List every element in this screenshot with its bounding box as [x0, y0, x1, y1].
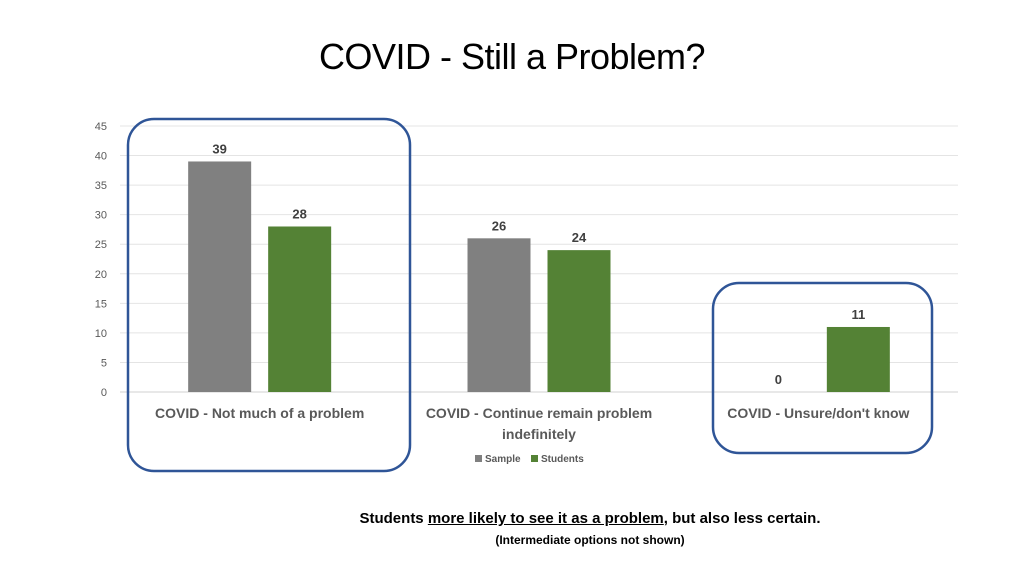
y-tick-label: 10 [95, 328, 107, 340]
y-tick-label: 15 [95, 298, 107, 310]
data-label: 11 [851, 307, 865, 322]
data-label: 28 [292, 206, 306, 221]
slide-subcaption: (Intermediate options not shown) [495, 533, 685, 547]
category-label: indefinitely [502, 426, 576, 442]
y-tick-label: 0 [101, 387, 107, 399]
slide-caption: Students more likely to see it as a prob… [0, 510, 1024, 527]
legend-label: Sample [485, 454, 521, 465]
caption-emphasis: more likely to see it as a problem [427, 510, 664, 527]
bar-students [547, 250, 611, 392]
data-label: 24 [572, 230, 587, 245]
legend-swatch [531, 455, 538, 462]
legend-swatch [475, 455, 482, 462]
y-tick-label: 45 [95, 121, 107, 133]
data-label: 0 [775, 372, 782, 387]
bar-chart: 0 5 10 15 20 25 30 35 40 45 39 28 COVID - Not much o… [95, 117, 958, 473]
y-tick-label: 20 [95, 269, 107, 281]
category-label: COVID - Unsure/don't know [727, 405, 909, 421]
data-label: 39 [212, 141, 226, 156]
bar-students [268, 226, 332, 392]
category-label: COVID - Continue remain problem [426, 405, 652, 421]
highlight-box [126, 117, 412, 473]
y-tick-label: 30 [95, 210, 107, 222]
bar-students [826, 326, 890, 392]
caption-end: , but also less certain. [663, 510, 821, 527]
y-tick-label: 40 [95, 151, 107, 163]
bar-sample [188, 161, 252, 392]
caption-start: Students [359, 510, 428, 527]
category-label: COVID - Not much of a problem [155, 405, 364, 421]
data-label: 26 [492, 218, 506, 233]
slide-title: COVID - Still a Problem? [318, 36, 706, 77]
y-tick-label: 35 [95, 180, 107, 192]
bar-sample [467, 238, 531, 392]
legend-label: Students [541, 454, 584, 465]
highlight-box [711, 281, 934, 455]
y-tick-label: 25 [95, 239, 107, 251]
y-tick-label: 5 [101, 357, 107, 369]
